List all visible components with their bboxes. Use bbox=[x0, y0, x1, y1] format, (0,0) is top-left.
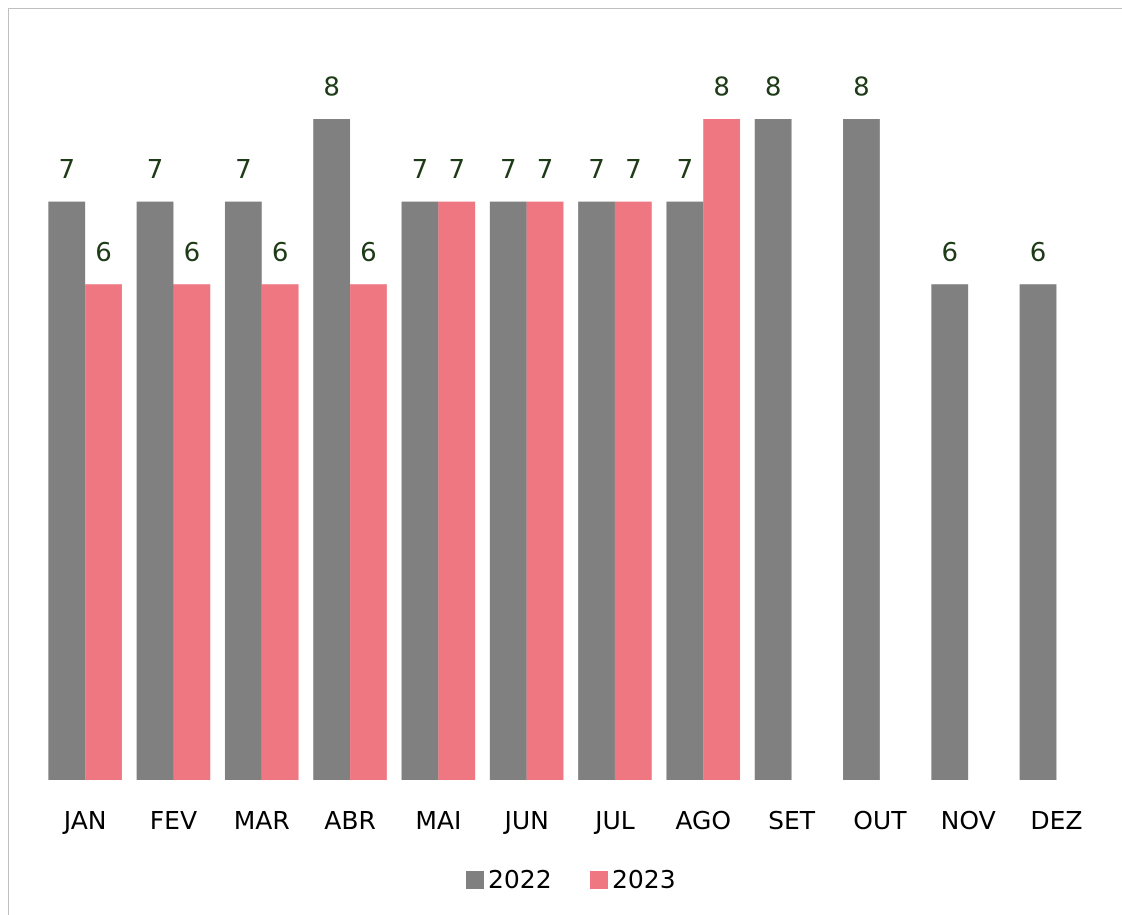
bar bbox=[173, 284, 211, 780]
x-tick-label: ABR bbox=[324, 806, 376, 835]
legend-label: 2023 bbox=[612, 865, 676, 894]
bar bbox=[136, 201, 174, 780]
data-label: 7 bbox=[500, 155, 517, 185]
data-label: 7 bbox=[235, 155, 252, 185]
data-label: 6 bbox=[360, 238, 377, 268]
data-label: 6 bbox=[941, 238, 958, 268]
bar bbox=[703, 119, 741, 780]
bar bbox=[350, 284, 387, 780]
bar bbox=[261, 284, 299, 780]
x-tick-label: AGO bbox=[675, 806, 731, 835]
data-label: 7 bbox=[625, 155, 642, 185]
data-label: 8 bbox=[323, 73, 340, 103]
data-label: 7 bbox=[147, 155, 164, 185]
bar bbox=[85, 284, 122, 780]
x-tick-label: FEV bbox=[150, 806, 197, 835]
legend-label: 2022 bbox=[488, 865, 552, 894]
data-label: 7 bbox=[448, 155, 465, 185]
data-label: 8 bbox=[713, 73, 730, 103]
x-tick-label: JUN bbox=[502, 806, 548, 835]
data-label: 6 bbox=[184, 238, 201, 268]
x-tick-label: SET bbox=[768, 806, 816, 835]
bar bbox=[224, 201, 262, 780]
bar bbox=[843, 119, 880, 780]
data-label: 8 bbox=[853, 73, 870, 103]
bar bbox=[1019, 284, 1057, 780]
bar bbox=[931, 284, 969, 780]
bar bbox=[578, 201, 615, 780]
data-label: 7 bbox=[58, 155, 75, 185]
data-label: 7 bbox=[412, 155, 429, 185]
bar bbox=[313, 119, 351, 780]
bar bbox=[438, 201, 476, 780]
data-label: 6 bbox=[1030, 238, 1047, 268]
x-tick-label: MAR bbox=[234, 806, 290, 835]
data-label: 8 bbox=[765, 73, 782, 103]
bar bbox=[526, 201, 564, 780]
x-tick-label: JAN bbox=[62, 806, 107, 835]
legend-swatch bbox=[590, 871, 608, 889]
legend-swatch bbox=[466, 871, 484, 889]
bar bbox=[48, 201, 86, 780]
x-tick-label: DEZ bbox=[1030, 806, 1082, 835]
bar bbox=[401, 201, 439, 780]
bar bbox=[489, 201, 527, 780]
bar bbox=[666, 201, 704, 780]
data-label: 7 bbox=[677, 155, 694, 185]
bar bbox=[614, 201, 652, 780]
x-tick-label: NOV bbox=[941, 806, 996, 835]
bar bbox=[754, 119, 792, 780]
data-label: 7 bbox=[537, 155, 554, 185]
x-tick-label: MAI bbox=[415, 806, 461, 835]
data-label: 6 bbox=[95, 238, 112, 268]
data-label: 6 bbox=[272, 238, 289, 268]
data-label: 7 bbox=[588, 155, 605, 185]
x-tick-label: JUL bbox=[593, 806, 635, 835]
x-tick-label: OUT bbox=[853, 806, 907, 835]
